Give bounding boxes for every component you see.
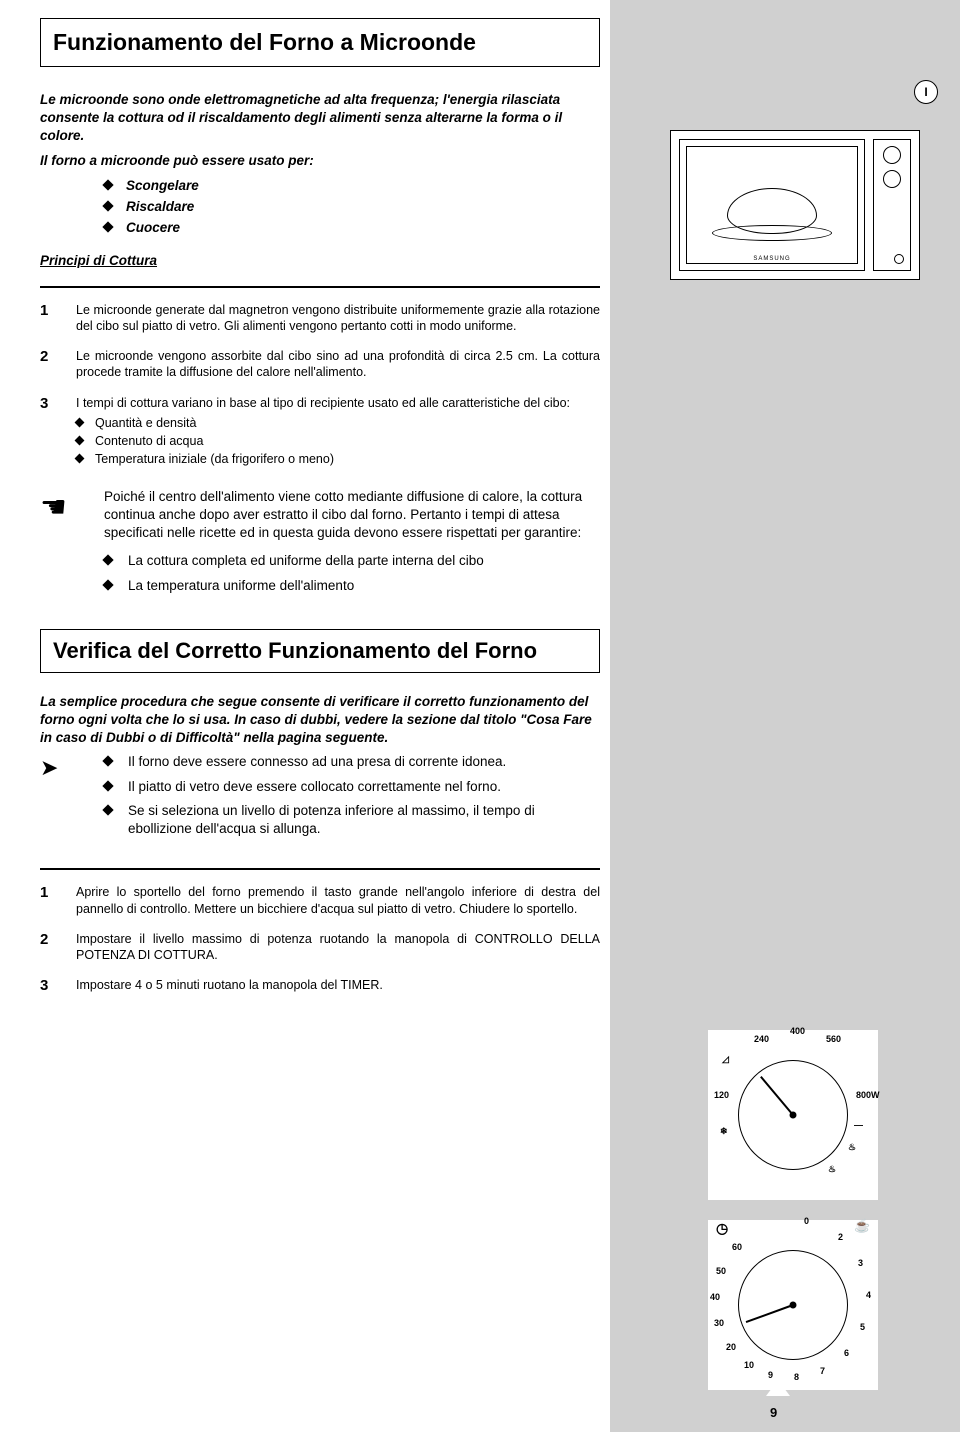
step-block: 2 Le microonde vengono assorbite dal cib… bbox=[40, 348, 600, 381]
step-number: 3 bbox=[40, 977, 76, 994]
mw-control-panel bbox=[873, 139, 911, 271]
mw-door-frame: SAMSUNG bbox=[679, 139, 865, 271]
step-text: Aprire lo sportello del forno premendo i… bbox=[76, 884, 600, 917]
step-text: Le microonde generate dal magnetron veng… bbox=[76, 302, 600, 335]
dial-label: 3 bbox=[858, 1258, 863, 1268]
mw-brand-label: SAMSUNG bbox=[753, 256, 790, 262]
step-text: Impostare il livello massimo di potenza … bbox=[76, 931, 600, 964]
step-block: 3 I tempi di cottura variano in base al … bbox=[40, 395, 600, 470]
diamond-icon bbox=[75, 454, 85, 464]
step-block: 2 Impostare il livello massimo di potenz… bbox=[40, 931, 600, 964]
mw-food bbox=[727, 188, 817, 234]
divider bbox=[40, 868, 600, 870]
dial-label: 400 bbox=[790, 1026, 805, 1036]
usage-item: Riscaldare bbox=[126, 199, 194, 214]
diamond-icon bbox=[75, 417, 85, 427]
dial-label: 9 bbox=[768, 1370, 773, 1380]
heat-icon: ♨ bbox=[828, 1164, 836, 1175]
dial-label: 5 bbox=[860, 1322, 865, 1332]
step-bullet: Temperatura iniziale (da frigorifero o m… bbox=[95, 452, 334, 466]
step-number: 1 bbox=[40, 302, 76, 335]
mw-door-glass: SAMSUNG bbox=[686, 146, 858, 264]
note-block: ☚ Poiché il centro dell'alimento viene c… bbox=[40, 488, 600, 601]
language-badge: I bbox=[914, 80, 938, 104]
note-bullet: La cottura completa ed uniforme della pa… bbox=[128, 552, 484, 570]
diamond-icon bbox=[102, 179, 113, 190]
section1-subtitle: Principi di Cottura bbox=[40, 253, 600, 268]
dial-label: 40 bbox=[710, 1292, 720, 1302]
arrow-bullet: Il forno deve essere connesso ad una pre… bbox=[128, 753, 506, 771]
dial-label: 50 bbox=[716, 1266, 726, 1276]
section1-intro: Le microonde sono onde elettromagnetiche… bbox=[40, 91, 600, 146]
dial-label: 30 bbox=[714, 1318, 724, 1328]
power-dial-illustration: 240 400 560 800W 120 ◿ ❄ — ♨ ♨ bbox=[708, 1030, 878, 1200]
usage-item: Cuocere bbox=[126, 220, 180, 235]
dial-label: 8 bbox=[794, 1372, 799, 1382]
step-bullet: Contenuto di acqua bbox=[95, 434, 203, 448]
pointing-hand-icon: ☚ bbox=[40, 488, 104, 601]
dial-label: 4 bbox=[866, 1290, 871, 1300]
diamond-icon bbox=[102, 221, 113, 232]
page: I SAMSUNG Funzionamento del Forno a Micr… bbox=[0, 0, 960, 1432]
section2-intro: La semplice procedura che segue consente… bbox=[40, 693, 600, 748]
dial-label: 10 bbox=[744, 1360, 754, 1370]
mw-knob-top bbox=[883, 146, 901, 164]
step-bullet: Quantità e densità bbox=[95, 416, 196, 430]
step-number: 2 bbox=[40, 931, 76, 964]
dial-label: 240 bbox=[754, 1034, 769, 1044]
timer-dial-illustration: ◷ ☕ 0 2 3 4 5 6 7 8 9 10 20 30 40 50 60 bbox=[708, 1220, 878, 1390]
dial-label: 800W bbox=[856, 1090, 880, 1100]
dial-label: 60 bbox=[732, 1242, 742, 1252]
note-bullet: La temperatura uniforme dell'alimento bbox=[128, 577, 354, 595]
step-number: 3 bbox=[40, 395, 76, 470]
cup-icon: ☕ bbox=[854, 1218, 870, 1234]
step-number: 2 bbox=[40, 348, 76, 381]
step-block: 3 Impostare 4 o 5 minuti ruotano la mano… bbox=[40, 977, 600, 994]
dial-label: 120 bbox=[714, 1090, 729, 1100]
microwave-illustration: SAMSUNG bbox=[670, 130, 920, 280]
section1-title: Funzionamento del Forno a Microonde bbox=[53, 29, 587, 56]
defrost-icon: ◿ bbox=[722, 1054, 729, 1065]
dial-label: 2 bbox=[838, 1232, 843, 1242]
dial-label: 20 bbox=[726, 1342, 736, 1352]
arrow-icon: ➤ bbox=[40, 753, 104, 844]
mw-open-button bbox=[894, 254, 904, 264]
section2-title: Verifica del Corretto Funzionamento del … bbox=[53, 638, 587, 664]
section1-title-box: Funzionamento del Forno a Microonde bbox=[40, 18, 600, 67]
note-body: Poiché il centro dell'alimento viene cot… bbox=[104, 488, 600, 601]
diamond-icon bbox=[102, 579, 113, 590]
page-number: 9 bbox=[770, 1405, 777, 1420]
dial-label: 7 bbox=[820, 1366, 825, 1376]
dial-label: 6 bbox=[844, 1348, 849, 1358]
section1-usage-list: Scongelare Riscaldare Cuocere bbox=[104, 176, 600, 239]
step-block: 1 Le microonde generate dal magnetron ve… bbox=[40, 302, 600, 335]
diamond-icon bbox=[102, 804, 113, 815]
diamond-icon bbox=[102, 780, 113, 791]
content-column: Funzionamento del Forno a Microonde Le m… bbox=[40, 18, 600, 1008]
section1-usage-lead: Il forno a microonde può essere usato pe… bbox=[40, 152, 600, 170]
step-number: 1 bbox=[40, 884, 76, 917]
snowflake-icon: ❄ bbox=[720, 1126, 728, 1137]
step-block: 1 Aprire lo sportello del forno premendo… bbox=[40, 884, 600, 917]
diamond-icon bbox=[75, 436, 85, 446]
arrow-bullet: Se si seleziona un livello di potenza in… bbox=[128, 802, 600, 838]
step-text: Le microonde vengono assorbite dal cibo … bbox=[76, 348, 600, 381]
heat-icon: ♨ bbox=[848, 1142, 856, 1153]
heat-icon: — bbox=[854, 1120, 863, 1130]
divider bbox=[40, 286, 600, 288]
mw-knob-bottom bbox=[883, 170, 901, 188]
clock-icon: ◷ bbox=[716, 1220, 728, 1237]
dial-label: 0 bbox=[804, 1216, 809, 1226]
diamond-icon bbox=[102, 555, 113, 566]
step-text: Impostare 4 o 5 minuti ruotano la manopo… bbox=[76, 977, 600, 994]
dial-label: 560 bbox=[826, 1034, 841, 1044]
diamond-icon bbox=[102, 756, 113, 767]
diamond-icon bbox=[102, 200, 113, 211]
usage-item: Scongelare bbox=[126, 178, 199, 193]
arrow-block: ➤ Il forno deve essere connesso ad una p… bbox=[40, 753, 600, 844]
step-text: I tempi di cottura variano in base al ti… bbox=[76, 395, 600, 470]
arrow-bullet: Il piatto di vetro deve essere collocato… bbox=[128, 778, 501, 796]
page-arrow-icon bbox=[766, 1380, 790, 1396]
section2-title-box: Verifica del Corretto Funzionamento del … bbox=[40, 629, 600, 673]
